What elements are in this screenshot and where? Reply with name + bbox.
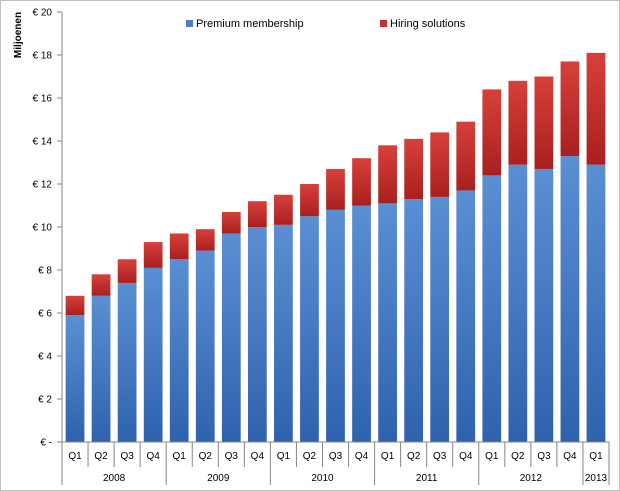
bar-segment-hiring-solutions <box>352 158 371 206</box>
x-tick-label: Q4 <box>355 451 369 462</box>
bar-segment-premium-membership <box>404 199 424 442</box>
bar-segment-premium-membership <box>143 267 163 442</box>
x-group-label: 2008 <box>103 473 126 484</box>
legend-label: Hiring solutions <box>390 18 466 30</box>
bar-segment-hiring-solutions <box>169 233 189 260</box>
bar-segment-premium-membership <box>169 259 189 442</box>
x-group-label: 2011 <box>416 473 438 484</box>
legend-swatch <box>186 20 193 27</box>
y-tick-label: € - <box>40 438 52 449</box>
y-tick-label: € 10 <box>33 223 53 234</box>
x-tick-label: Q1 <box>381 451 395 462</box>
bar-segment-hiring-solutions <box>221 211 241 234</box>
bar-segment-hiring-solutions <box>247 201 267 227</box>
bar-segment-hiring-solutions <box>326 168 345 210</box>
x-group-label: 2010 <box>311 473 334 484</box>
bar-segment-hiring-solutions <box>91 274 111 296</box>
y-tick-label: € 4 <box>38 352 52 363</box>
bar-segment-premium-membership <box>65 315 85 442</box>
x-tick-label: Q2 <box>511 451 525 462</box>
y-tick-label: € 8 <box>38 266 52 277</box>
x-tick-label: Q4 <box>459 451 473 462</box>
y-tick-label: € 2 <box>38 395 52 406</box>
bar-segment-premium-membership <box>430 196 450 442</box>
y-tick-label: € 16 <box>33 94 53 105</box>
x-tick-label: Q3 <box>537 451 551 462</box>
bar-segment-hiring-solutions <box>508 80 528 165</box>
x-tick-label: Q3 <box>329 451 343 462</box>
y-tick-label: € 12 <box>33 180 53 191</box>
bar-segment-hiring-solutions <box>430 132 450 197</box>
x-tick-label: Q2 <box>303 451 317 462</box>
legend-label: Premium membership <box>196 18 304 30</box>
x-tick-label: Q4 <box>146 451 160 462</box>
legend-swatch <box>380 20 387 27</box>
x-tick-label: Q3 <box>433 451 447 462</box>
bar-segment-premium-membership <box>247 227 267 442</box>
bar-segment-premium-membership <box>560 156 580 443</box>
x-tick-label: Q2 <box>199 451 213 462</box>
bar-segment-hiring-solutions <box>404 138 424 200</box>
x-tick-label: Q3 <box>120 451 134 462</box>
bar-segment-hiring-solutions <box>143 242 163 268</box>
bar-segment-premium-membership <box>274 224 293 442</box>
bar-segment-premium-membership <box>378 203 397 442</box>
bar-segment-hiring-solutions <box>65 295 85 316</box>
y-tick-label: € 14 <box>33 137 53 148</box>
x-tick-label: Q1 <box>173 451 187 462</box>
y-tick-label: € 20 <box>33 8 53 19</box>
x-tick-label: Q3 <box>225 451 239 462</box>
bar-segment-hiring-solutions <box>195 229 215 251</box>
bar-segment-hiring-solutions <box>534 76 554 169</box>
bar-segment-premium-membership <box>117 282 137 442</box>
y-axis: € - € 2 € 4 € 6 € 8 € 10 € 12 € 14 € 16 € 18 € 20 <box>33 8 63 449</box>
x-tick-label: Q1 <box>68 451 82 462</box>
x-tick-label: Q2 <box>94 451 108 462</box>
y-tick-label: € 18 <box>33 51 53 62</box>
x-group-label: 2009 <box>207 473 230 484</box>
bar-segment-premium-membership <box>534 168 554 442</box>
x-group-label: 2013 <box>585 473 608 484</box>
bar-segment-hiring-solutions <box>482 89 502 176</box>
legend: Premium membership Hiring solutions <box>186 18 466 30</box>
bar-segment-premium-membership <box>221 233 241 442</box>
bar-segment-hiring-solutions <box>300 184 319 217</box>
bar-segment-hiring-solutions <box>117 259 137 283</box>
x-tick-label: Q1 <box>589 451 603 462</box>
bar-segment-premium-membership <box>300 216 319 442</box>
y-axis-title: Miljoenen <box>13 12 24 58</box>
x-tick-label: Q1 <box>277 451 291 462</box>
x-tick-label: Q4 <box>563 451 577 462</box>
x-tick-label: Q4 <box>251 451 265 462</box>
bar-segment-premium-membership <box>456 190 476 442</box>
bar-segment-premium-membership <box>91 295 111 442</box>
bar-segment-premium-membership <box>195 250 215 442</box>
x-group-label: 2012 <box>520 473 543 484</box>
bar-segment-hiring-solutions <box>456 121 476 191</box>
x-axis: Q1 Q2 Q3 Q4 Q1 Q2 Q3 Q4 Q1 Q2 Q3 Q4 Q1 Q2 Q3 Q4 Q1 Q2 Q3 Q4… <box>61 441 610 485</box>
bar-segment-hiring-solutions <box>274 194 293 225</box>
bar-segment-premium-membership <box>482 175 502 442</box>
bar-segment-premium-membership <box>352 205 371 442</box>
bar-segment-hiring-solutions <box>586 52 606 165</box>
bar-segment-premium-membership <box>508 164 528 442</box>
bar-segment-premium-membership <box>586 164 606 442</box>
bars <box>65 52 606 443</box>
y-tick-label: € 6 <box>38 309 52 320</box>
bar-segment-hiring-solutions <box>378 145 397 204</box>
bar-segment-hiring-solutions <box>560 61 580 157</box>
x-tick-label: Q1 <box>485 451 499 462</box>
bar-segment-premium-membership <box>326 209 345 442</box>
x-tick-label: Q2 <box>407 451 421 462</box>
